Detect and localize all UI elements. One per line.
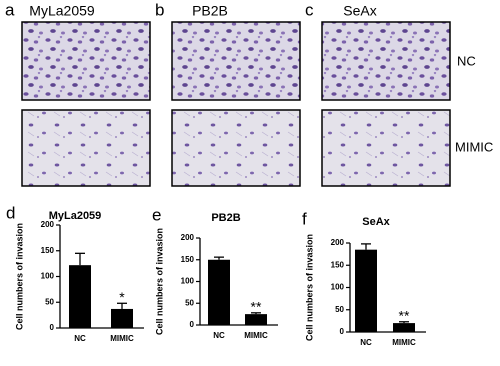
y-tick-label: 150	[181, 255, 195, 264]
micrograph-panels: a MyLa2059 b PB2B c SeAx NC MIMIC	[5, 0, 493, 187]
y-tick-label: 150	[331, 260, 345, 269]
micrograph	[321, 21, 451, 101]
micrograph	[321, 109, 451, 187]
error-bar	[214, 256, 224, 260]
y-tick-label: 200	[181, 233, 195, 242]
y-tick-label: 50	[335, 305, 344, 314]
x-tick-label: MIMIC	[110, 334, 134, 343]
y-tick-label: 150	[41, 246, 55, 255]
chart-title: MyLa2059	[49, 210, 102, 222]
y-axis-label: Cell numbers of invasion	[304, 234, 314, 341]
significance-mark: *	[119, 289, 125, 305]
bar	[69, 265, 91, 328]
bar	[208, 259, 230, 325]
chart-title: PB2B	[211, 212, 240, 224]
bar-charts: d MyLa2059 Cell numbers of invasion 0 50 100 1…	[6, 203, 426, 347]
y-tick-label: 100	[181, 277, 195, 286]
y-tick-label: 50	[45, 297, 54, 306]
panel-letter: b	[155, 0, 164, 19]
significance-mark: **	[251, 299, 262, 315]
y-tick-label: 100	[41, 272, 55, 281]
error-bar	[399, 321, 409, 324]
x-tick-label: MIMIC	[244, 331, 268, 340]
bar	[393, 323, 415, 332]
panel-title: SeAx	[343, 3, 376, 19]
y-tick-label: 0	[50, 323, 55, 332]
error-bar	[361, 243, 371, 250]
y-tick-label: 0	[190, 320, 195, 329]
error-bar	[117, 302, 127, 309]
bar	[355, 249, 377, 332]
micrograph	[171, 21, 301, 101]
x-tick-label: NC	[213, 331, 225, 340]
y-tick-label: 50	[185, 298, 194, 307]
panel-letter: e	[152, 205, 161, 224]
y-axis-label: Cell numbers of invasion	[154, 228, 164, 335]
micrograph	[21, 21, 151, 101]
y-tick-label: 0	[340, 327, 345, 336]
row-label: NC	[457, 53, 476, 68]
panel-letter: f	[302, 209, 307, 228]
y-tick-label: 100	[331, 283, 345, 292]
micrograph	[171, 109, 301, 187]
panel-letter: a	[5, 0, 15, 19]
panel-letter: d	[6, 203, 15, 222]
error-bar	[251, 312, 261, 315]
bar	[245, 314, 267, 325]
y-axis-label: Cell numbers of invasion	[14, 223, 24, 330]
significance-mark: **	[399, 307, 410, 323]
x-tick-label: NC	[74, 334, 86, 343]
panel-letter: c	[305, 0, 314, 19]
chart-title: SeAx	[362, 216, 390, 228]
panel-title: MyLa2059	[29, 3, 95, 19]
y-tick-label: 200	[331, 238, 345, 247]
error-bar	[75, 252, 85, 266]
panel-title: PB2B	[192, 3, 228, 19]
x-tick-label: NC	[360, 338, 372, 347]
micrograph	[21, 109, 151, 187]
row-label: MIMIC	[455, 139, 493, 154]
x-tick-label: MIMIC	[392, 338, 416, 347]
y-tick-label: 200	[41, 220, 55, 229]
bar	[111, 308, 133, 328]
